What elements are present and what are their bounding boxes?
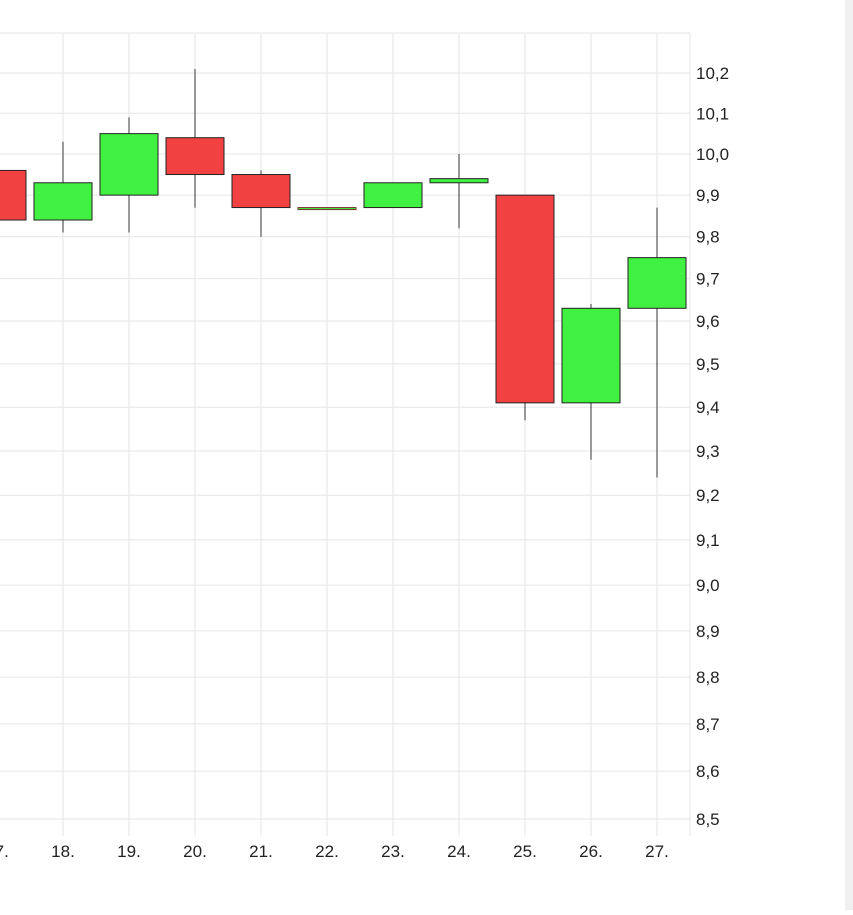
candle (99, 117, 159, 233)
x-tick-label: 21. (249, 842, 273, 861)
y-tick-label: 9,6 (696, 312, 720, 331)
candle-body (495, 194, 555, 404)
y-tick-label: 9,3 (696, 442, 720, 461)
x-tick-label: 22. (315, 842, 339, 861)
x-tick-label: 20. (183, 842, 207, 861)
y-tick-label: 10,0 (696, 145, 729, 164)
x-tick-label: 25. (513, 842, 537, 861)
x-axis-labels: 17. 18. 19. 20. 21. 22. 23. 24. 25. 26. 27. (0, 842, 669, 861)
y-tick-label: 9,8 (696, 228, 720, 247)
candle-body (0, 169, 27, 221)
y-tick-label: 9,1 (696, 531, 720, 550)
candle-body (363, 182, 423, 209)
y-tick-label: 9,9 (696, 186, 720, 205)
y-tick-label: 9,5 (696, 355, 720, 374)
x-tick-label: 23. (381, 842, 405, 861)
candle-body (33, 182, 93, 221)
candle (165, 68, 225, 208)
y-tick-label: 8,8 (696, 668, 720, 687)
x-tick-label: 18. (51, 842, 75, 861)
x-tick-label: 24. (447, 842, 471, 861)
y-tick-label: 10,1 (696, 104, 729, 123)
x-tick-label: 17. (0, 842, 9, 861)
candle-body (165, 137, 225, 176)
y-tick-label: 8,5 (696, 810, 720, 829)
candle-body (297, 207, 357, 211)
candle (33, 141, 93, 233)
candle-body (99, 133, 159, 196)
y-tick-label: 9,2 (696, 486, 720, 505)
candle-body (429, 178, 489, 184)
y-axis-labels: 10,2 10,1 10,0 9,9 9,8 9,7 9,6 9,5 9,4 9,3 9,2 9,1 9… (696, 64, 729, 829)
x-tick-label: 19. (117, 842, 141, 861)
candle (429, 154, 489, 229)
x-tick-label: 26. (579, 842, 603, 861)
y-tick-label: 8,9 (696, 622, 720, 641)
candle (561, 304, 621, 460)
candle (231, 170, 291, 237)
candles-series (0, 68, 687, 478)
candle (627, 207, 687, 478)
x-tick-label: 27. (645, 842, 669, 861)
candle (363, 182, 423, 209)
y-tick-label: 10,2 (696, 64, 729, 83)
y-tick-label: 9,4 (696, 398, 720, 417)
candle-body (627, 257, 687, 309)
y-tick-label: 9,7 (696, 270, 720, 289)
candle-body (561, 307, 621, 404)
candle-body (231, 174, 291, 209)
candle (297, 207, 357, 211)
y-tick-label: 8,6 (696, 762, 720, 781)
candle (495, 194, 555, 421)
scrollbar-track[interactable] (845, 0, 853, 910)
candle (0, 169, 27, 221)
y-tick-label: 8,7 (696, 715, 720, 734)
y-tick-label: 9,0 (696, 576, 720, 595)
